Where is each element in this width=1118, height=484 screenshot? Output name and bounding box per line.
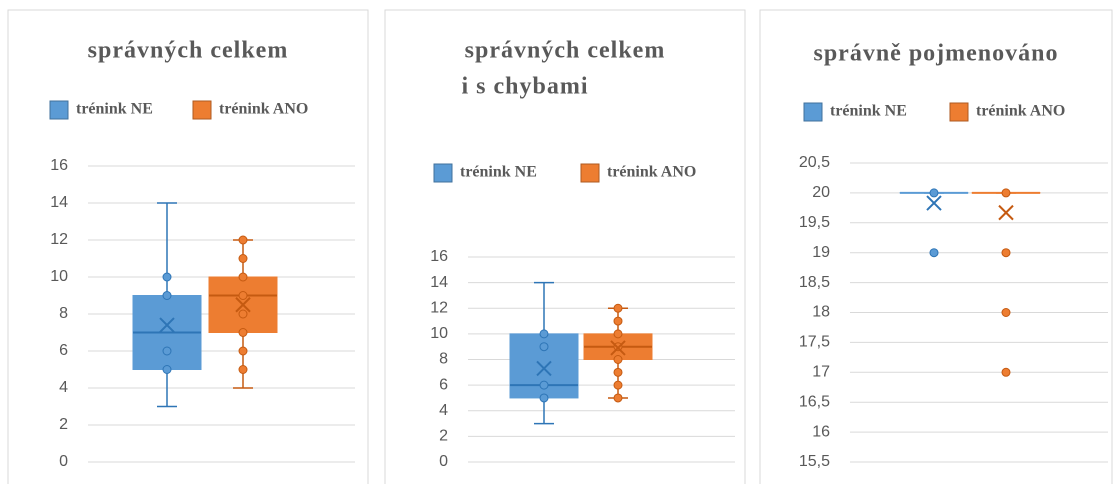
y-tick-label: 14 (50, 194, 68, 211)
point (1001, 188, 1011, 198)
y-tick-label: 20 (812, 184, 830, 201)
point (929, 248, 939, 258)
mean-marker (998, 204, 1014, 221)
panel (7, 9, 369, 484)
y-tick-label: 4 (59, 379, 68, 396)
y-tick-label: 6 (59, 342, 68, 359)
legend-swatch (580, 163, 600, 183)
y-tick-label: 6 (439, 376, 448, 393)
point (162, 291, 172, 300)
point (1001, 367, 1011, 377)
point (539, 329, 549, 339)
point (613, 355, 623, 364)
point (613, 329, 623, 339)
y-tick-label: 10 (50, 268, 68, 285)
legend-label: trénink NE (830, 103, 907, 120)
point (1001, 248, 1011, 258)
point (162, 346, 172, 356)
legend-swatch (949, 102, 969, 122)
legend-label: trénink NE (76, 101, 153, 118)
legend-label: trénink ANO (976, 103, 1065, 120)
legend-label: trénink ANO (607, 164, 696, 181)
point (162, 272, 172, 282)
y-tick-label: 16 (430, 248, 448, 265)
chart-title: správných celkem (88, 38, 289, 64)
point (613, 303, 623, 313)
point (539, 393, 549, 403)
legend-label: trénink ANO (219, 101, 308, 118)
point (539, 342, 549, 352)
y-tick-label: 16,5 (799, 393, 830, 410)
point (613, 393, 623, 403)
point (539, 380, 549, 390)
y-tick-label: 16 (812, 423, 830, 440)
point (1001, 308, 1011, 317)
y-tick-label: 16 (50, 157, 68, 174)
point (613, 316, 623, 326)
y-tick-label: 20,5 (799, 154, 830, 171)
y-tick-label: 18 (812, 304, 830, 321)
point (238, 365, 248, 374)
y-tick-label: 2 (439, 428, 448, 445)
point (238, 309, 248, 319)
point (238, 272, 248, 282)
legend-label: trénink NE (460, 164, 537, 181)
chart-title: správných celkem (465, 38, 666, 64)
point (238, 328, 248, 337)
y-tick-label: 8 (59, 305, 68, 322)
point (238, 346, 248, 356)
point (613, 380, 623, 390)
y-tick-label: 17 (812, 364, 830, 381)
point (238, 235, 248, 245)
y-tick-label: 12 (430, 299, 448, 316)
y-tick-label: 19,5 (799, 214, 830, 231)
panel (384, 9, 746, 484)
mean-marker (159, 317, 175, 333)
y-tick-label: 18,5 (799, 274, 830, 291)
y-tick-label: 0 (439, 453, 448, 470)
y-tick-label: 2 (59, 416, 68, 433)
legend-swatch (803, 102, 823, 122)
legend-swatch (433, 163, 453, 183)
point (929, 188, 939, 198)
point (238, 291, 248, 300)
y-tick-label: 12 (50, 231, 68, 248)
point (162, 365, 172, 374)
y-tick-label: 19 (812, 244, 830, 261)
panel (759, 9, 1113, 484)
chart-title: i s chybami (461, 74, 588, 100)
legend-swatch (192, 100, 212, 120)
mean-marker (536, 360, 552, 377)
point (613, 367, 623, 377)
mean-marker (610, 340, 626, 356)
y-tick-label: 0 (59, 453, 68, 470)
point (238, 254, 248, 263)
y-tick-label: 17,5 (799, 334, 830, 351)
mean-marker (235, 297, 251, 313)
chart-title: správně pojmenováno (813, 41, 1058, 67)
y-tick-label: 14 (430, 274, 448, 291)
y-tick-label: 8 (439, 351, 448, 368)
y-tick-label: 4 (439, 402, 448, 419)
y-tick-label: 15,5 (799, 453, 830, 470)
y-tick-label: 10 (430, 325, 448, 342)
mean-marker (926, 195, 942, 211)
legend-swatch (49, 100, 69, 120)
